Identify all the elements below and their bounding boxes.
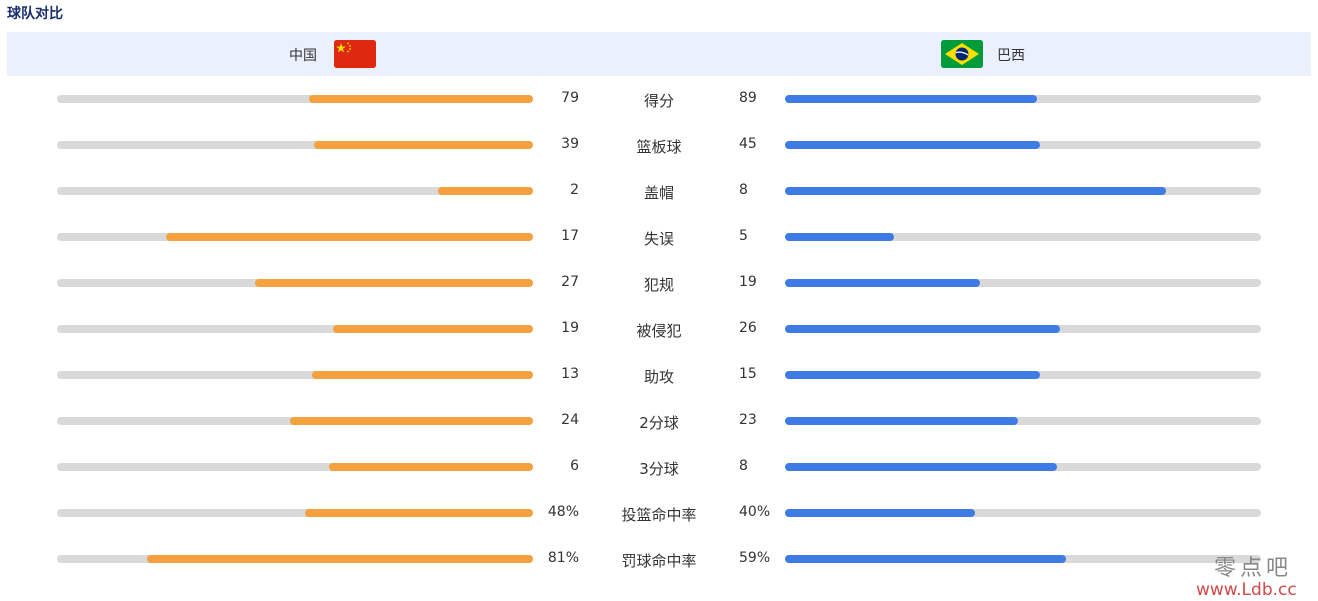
away-stat-bar-track xyxy=(785,371,1261,379)
home-team-name: 中国 xyxy=(289,48,317,64)
stat-row: 2 盖帽 8 xyxy=(0,168,1318,214)
home-stat-value: 2 xyxy=(570,182,579,198)
stat-row: 81% 罚球命中率 59% xyxy=(0,536,1318,582)
away-stat-value: 19 xyxy=(739,274,757,290)
away-stat-bar xyxy=(785,417,1018,425)
away-stat-bar-track xyxy=(785,187,1261,195)
away-stat-bar-track xyxy=(785,233,1261,241)
stat-label: 助攻 xyxy=(643,368,674,386)
away-stat-value: 26 xyxy=(739,320,757,336)
away-stat-bar xyxy=(785,279,981,287)
home-stat-value: 19 xyxy=(561,320,579,336)
away-stat-bar xyxy=(785,141,1040,149)
home-stat-value: 6 xyxy=(570,458,579,474)
home-stat-bar-track xyxy=(57,279,533,287)
home-stat-bar xyxy=(312,371,533,379)
brazil-flag-icon xyxy=(941,40,983,68)
home-stat-bar-track xyxy=(57,371,533,379)
home-stat-bar-track xyxy=(57,463,533,471)
home-stat-bar-track xyxy=(57,555,533,563)
home-stat-value: 27 xyxy=(561,274,579,290)
home-stat-bar xyxy=(333,325,533,333)
stat-row: 13 助攻 15 xyxy=(0,352,1318,398)
away-stat-bar xyxy=(785,187,1166,195)
away-stat-value: 8 xyxy=(739,458,748,474)
away-stat-value: 8 xyxy=(739,182,748,198)
home-stat-bar-track xyxy=(57,141,533,149)
stat-label: 失误 xyxy=(643,230,674,248)
stat-label: 盖帽 xyxy=(643,184,674,202)
stats-list: 79 得分 89 39 篮板球 45 2 盖帽 8 17 失误 5 27 犯规 19 19 被侵犯 26 13 助攻 1… xyxy=(0,76,1318,582)
away-stat-bar xyxy=(785,95,1038,103)
away-stat-bar xyxy=(785,509,976,517)
home-stat-bar-track xyxy=(57,187,533,195)
home-stat-bar xyxy=(314,141,533,149)
home-stat-bar-track xyxy=(57,509,533,517)
home-stat-bar xyxy=(254,279,533,287)
away-stat-bar xyxy=(785,371,1040,379)
stat-row: 17 失误 5 xyxy=(0,214,1318,260)
home-stat-bar xyxy=(147,555,533,563)
home-stat-value: 81% xyxy=(547,550,579,566)
stat-label: 篮板球 xyxy=(636,138,682,156)
home-stat-value: 39 xyxy=(561,136,579,152)
away-stat-value: 89 xyxy=(739,90,757,106)
stat-label: 得分 xyxy=(643,92,674,110)
home-stat-bar xyxy=(166,233,533,241)
away-stat-bar-track xyxy=(785,555,1261,563)
away-stat-bar-track xyxy=(785,95,1261,103)
away-stat-value: 15 xyxy=(739,366,757,382)
home-stat-value: 48% xyxy=(547,504,579,520)
stat-row: 27 犯规 19 xyxy=(0,260,1318,306)
team-header: 中国 巴西 xyxy=(7,32,1311,76)
stat-label: 投篮命中率 xyxy=(621,506,697,524)
away-stat-bar xyxy=(785,325,1061,333)
away-team-name: 巴西 xyxy=(997,48,1025,64)
section-title: 球队对比 xyxy=(7,6,63,22)
away-stat-value: 40% xyxy=(739,504,771,520)
away-stat-bar xyxy=(785,233,895,241)
home-stat-value: 13 xyxy=(561,366,579,382)
away-stat-bar-track xyxy=(785,141,1261,149)
stat-row: 48% 投篮命中率 40% xyxy=(0,490,1318,536)
home-stat-bar-track xyxy=(57,417,533,425)
home-stat-bar-track xyxy=(57,325,533,333)
watermark-url: www.Ldb.cc xyxy=(1196,580,1297,600)
away-stat-bar-track xyxy=(785,417,1261,425)
away-stat-bar-track xyxy=(785,509,1261,517)
away-stat-bar xyxy=(785,555,1066,563)
home-stat-value: 17 xyxy=(561,228,579,244)
home-stat-bar xyxy=(290,417,533,425)
home-stat-value: 79 xyxy=(561,90,579,106)
stat-label: 2分球 xyxy=(639,414,679,432)
away-stat-bar xyxy=(785,463,1057,471)
away-stat-bar-track xyxy=(785,325,1261,333)
home-stat-bar xyxy=(304,509,533,517)
stat-row: 79 得分 89 xyxy=(0,76,1318,122)
away-stat-value: 5 xyxy=(739,228,748,244)
away-stat-bar-track xyxy=(785,463,1261,471)
stat-label: 3分球 xyxy=(639,460,679,478)
china-flag-icon xyxy=(334,40,376,68)
stat-row: 39 篮板球 45 xyxy=(0,122,1318,168)
stat-row: 6 3分球 8 xyxy=(0,444,1318,490)
away-stat-bar-track xyxy=(785,279,1261,287)
away-stat-value: 59% xyxy=(739,550,771,566)
away-stat-value: 45 xyxy=(739,136,757,152)
stat-row: 24 2分球 23 xyxy=(0,398,1318,444)
stat-label: 罚球命中率 xyxy=(621,552,697,570)
home-stat-bar-track xyxy=(57,233,533,241)
away-stat-value: 23 xyxy=(739,412,757,428)
home-stat-bar-track xyxy=(57,95,533,103)
home-stat-bar xyxy=(329,463,533,471)
stat-label: 被侵犯 xyxy=(636,322,682,340)
stat-label: 犯规 xyxy=(643,276,674,294)
stat-row: 19 被侵犯 26 xyxy=(0,306,1318,352)
home-stat-value: 24 xyxy=(561,412,579,428)
watermark-text: 零点吧 xyxy=(1214,556,1293,581)
home-stat-bar xyxy=(437,187,533,195)
home-stat-bar xyxy=(309,95,533,103)
